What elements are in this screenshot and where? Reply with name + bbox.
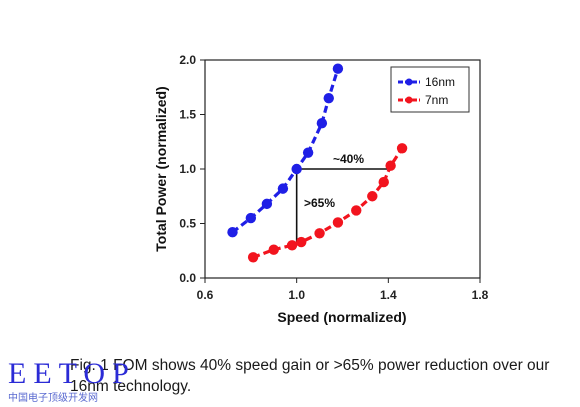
data-point-7nm <box>314 228 325 239</box>
annotation-power-reduction: >65% <box>304 196 335 210</box>
eetop-watermark-logo: EETOP <box>8 357 136 390</box>
data-point-7nm <box>396 143 408 154</box>
annotation-lines <box>295 168 391 243</box>
y-tick-label: 1.0 <box>179 162 196 176</box>
data-point-16nm <box>261 198 273 210</box>
x-tick-label: 1.8 <box>472 288 489 302</box>
axis-ticks: 0.6 1.0 1.4 1.8 0.0 0.5 1.0 1.5 2.0 <box>179 53 488 302</box>
data-point-7nm <box>296 236 307 248</box>
x-axis-title: Speed (normalized) <box>277 309 406 325</box>
data-point-16nm <box>332 63 344 74</box>
data-point-16nm <box>316 118 328 129</box>
data-point-16nm <box>227 227 238 238</box>
legend-16nm-marker <box>405 78 413 86</box>
y-axis-title: Total Power (normalized) <box>153 86 169 251</box>
annotation-speed-gain: ~40% <box>333 152 364 166</box>
data-point-7nm <box>268 244 279 255</box>
legend-16nm-label: 16nm <box>425 75 455 89</box>
legend: 16nm 7nm <box>390 66 470 113</box>
data-point-16nm <box>277 183 289 194</box>
figure-caption: Fig. 1 FOM shows 40% speed gain or >65% … <box>70 357 550 395</box>
data-point-7nm <box>385 160 396 171</box>
data-point-7nm <box>332 217 344 228</box>
data-point-7nm <box>378 176 389 188</box>
data-point-16nm <box>245 212 257 224</box>
legend-7nm-label: 7nm <box>425 93 448 107</box>
data-point-16nm <box>302 147 314 158</box>
y-tick-label: 2.0 <box>179 53 196 67</box>
legend-7nm-marker <box>405 96 413 104</box>
x-tick-label: 1.0 <box>288 288 305 302</box>
data-point-16nm <box>291 163 302 175</box>
x-tick-label: 0.6 <box>197 288 214 302</box>
power-speed-chart: 0.6 1.0 1.4 1.8 0.0 0.5 1.0 1.5 2.0 ~40% >65% 16… <box>153 53 489 325</box>
y-tick-label: 0.0 <box>179 271 196 285</box>
data-point-7nm <box>286 240 298 251</box>
y-tick-label: 0.5 <box>179 217 196 231</box>
eetop-watermark-subtext: 中国电子顶级开发网 <box>8 393 98 404</box>
y-tick-label: 1.5 <box>179 108 196 122</box>
x-tick-label: 1.4 <box>380 288 397 302</box>
legend-box <box>390 66 470 113</box>
series-layer <box>227 63 408 263</box>
data-point-7nm <box>351 205 362 216</box>
data-point-7nm <box>247 252 259 263</box>
data-point-7nm <box>367 191 378 202</box>
data-point-16nm <box>323 92 334 104</box>
